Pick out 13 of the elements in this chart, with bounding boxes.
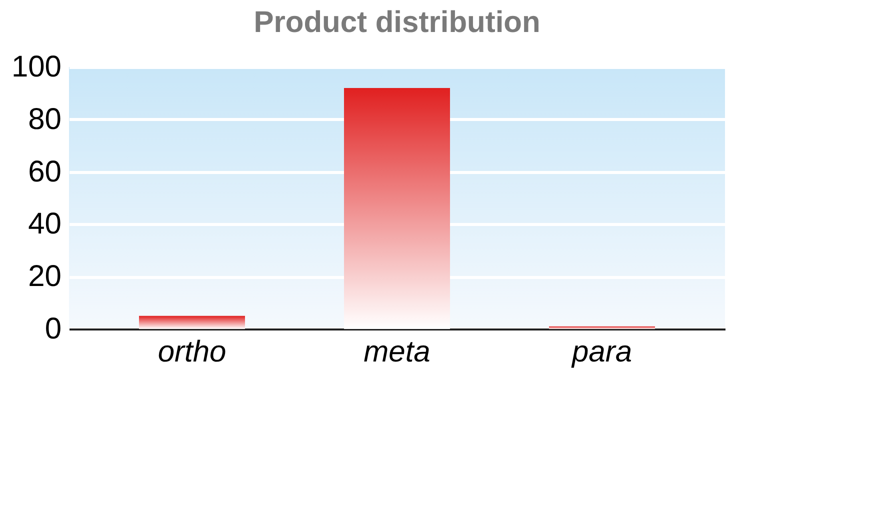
y-tick-label: 0 (44, 312, 62, 346)
x-tick-label: para (570, 336, 632, 368)
y-tick-label: 60 (28, 155, 62, 188)
bar (139, 316, 245, 329)
x-tick-label: ortho (158, 336, 226, 368)
bar (344, 88, 450, 329)
y-tick-label: 80 (28, 102, 62, 136)
y-tick-label: 100 (11, 50, 62, 84)
chart-title: Product distribution (254, 6, 540, 39)
x-tick-label: meta (364, 336, 430, 368)
y-tick-label: 40 (28, 208, 62, 241)
y-tick-label: 20 (28, 260, 62, 294)
bar (549, 326, 655, 329)
